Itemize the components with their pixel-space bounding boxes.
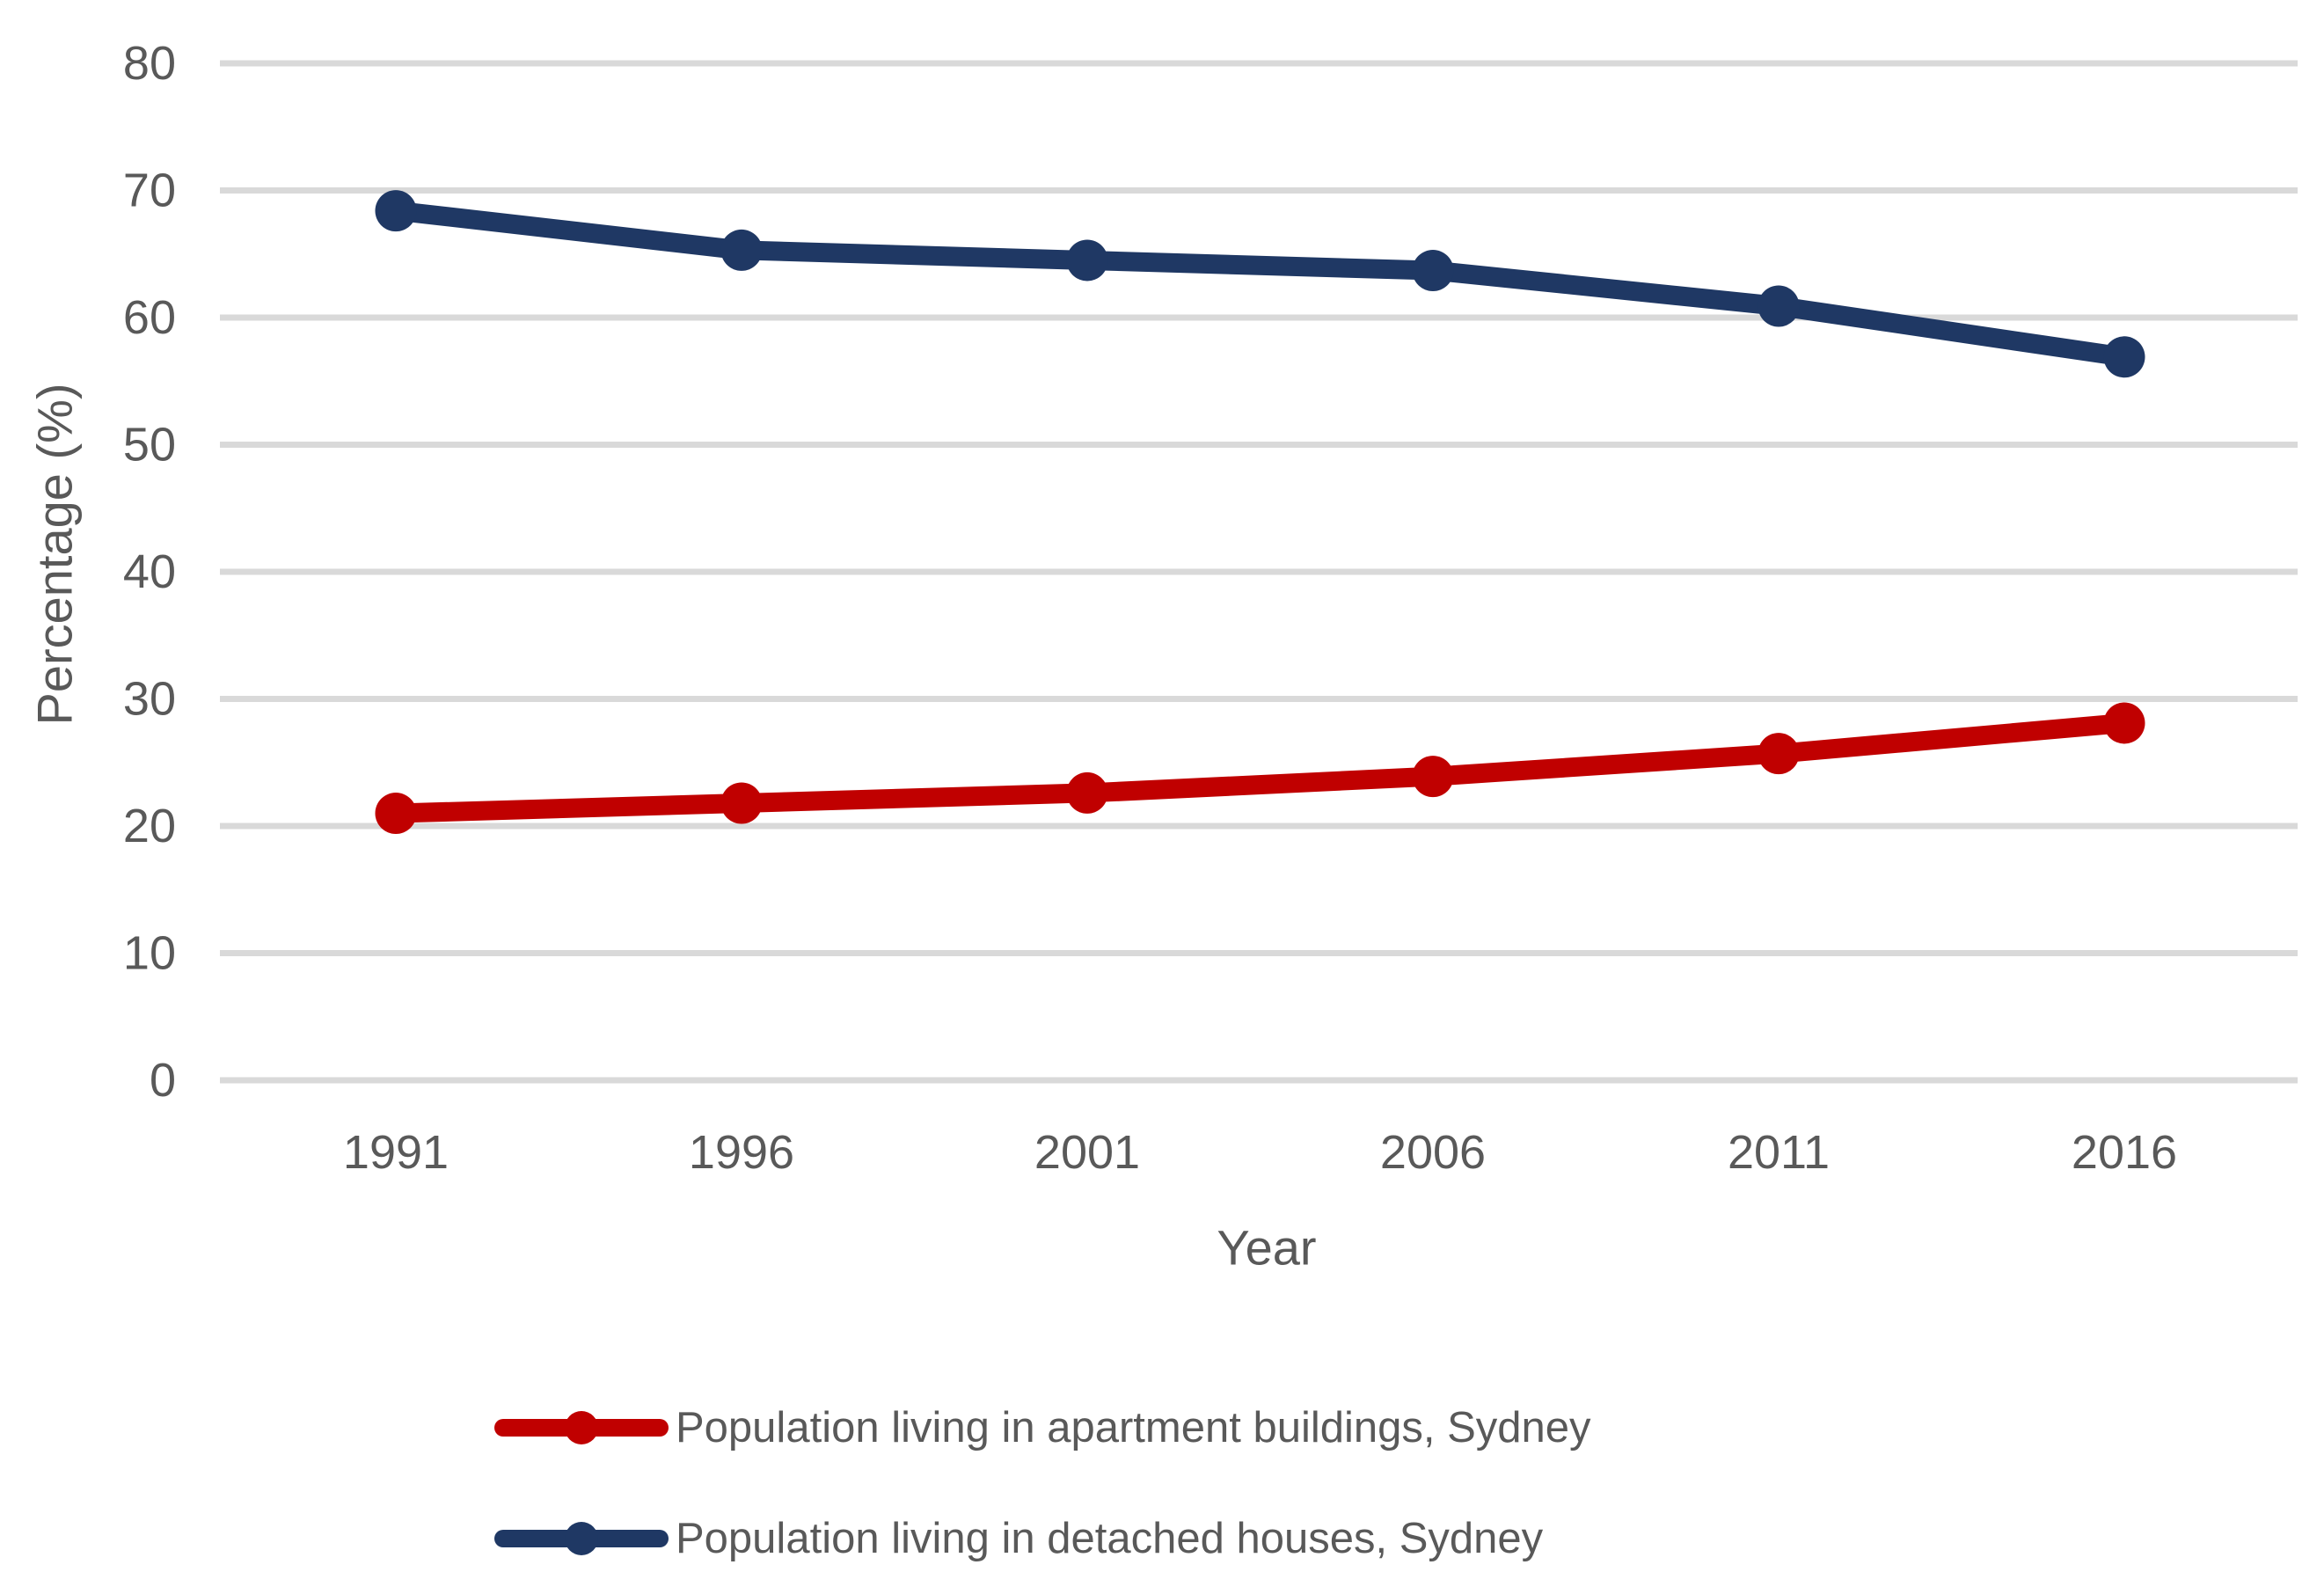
data-point-apartments-2001 <box>1066 771 1108 814</box>
data-point-apartments-1996 <box>720 782 763 824</box>
series-layer <box>375 190 2145 835</box>
y-tick-label: 30 <box>123 673 176 726</box>
data-point-detached-2016 <box>2103 336 2145 378</box>
legend-marker-apartments <box>565 1411 598 1444</box>
data-point-apartments-2016 <box>2103 702 2145 744</box>
x-tick-label: 1996 <box>689 1126 794 1179</box>
y-axis-title: Percentage (%) <box>27 383 83 725</box>
gridlines <box>220 60 2298 1084</box>
y-tick-label: 20 <box>123 800 176 852</box>
legend-item-apartments: Population living in apartment buildings… <box>494 1404 1591 1451</box>
y-tick-label: 70 <box>123 165 176 217</box>
legend-marker-detached <box>565 1522 598 1555</box>
x-axis-tick-labels: 1991 1996 2001 2006 2011 2016 <box>343 1126 2177 1179</box>
x-tick-label: 2006 <box>1380 1126 1486 1179</box>
x-tick-label: 2016 <box>2072 1126 2177 1179</box>
x-axis-title: Year <box>1217 1220 1316 1276</box>
x-tick-label: 1991 <box>343 1126 449 1179</box>
data-point-detached-1996 <box>720 229 763 271</box>
data-point-apartments-2006 <box>1412 756 1454 798</box>
legend: Population living in apartment buildings… <box>494 1404 1591 1562</box>
y-tick-label: 60 <box>123 291 176 344</box>
y-tick-label: 40 <box>123 545 176 598</box>
data-point-apartments-2011 <box>1758 733 1800 775</box>
legend-item-detached: Population living in detached houses, Sy… <box>494 1515 1544 1562</box>
series-line-apartments <box>386 713 2134 823</box>
y-axis-tick-labels: 0 10 20 30 40 50 60 70 80 <box>123 37 176 1107</box>
x-tick-label: 2001 <box>1034 1126 1140 1179</box>
data-point-detached-2011 <box>1758 285 1800 327</box>
data-point-detached-2001 <box>1066 239 1108 282</box>
x-tick-label: 2011 <box>1728 1126 1830 1179</box>
data-point-detached-2006 <box>1412 250 1454 292</box>
legend-label-detached: Population living in detached houses, Sy… <box>676 1515 1544 1562</box>
y-tick-label: 80 <box>123 37 176 90</box>
y-tick-label: 0 <box>150 1054 176 1107</box>
data-point-detached-1991 <box>375 190 417 232</box>
data-point-apartments-1991 <box>375 793 417 835</box>
legend-label-apartments: Population living in apartment buildings… <box>676 1404 1591 1451</box>
y-tick-label: 10 <box>123 927 176 980</box>
series-line-detached <box>386 201 2134 367</box>
y-tick-label: 50 <box>123 419 176 472</box>
